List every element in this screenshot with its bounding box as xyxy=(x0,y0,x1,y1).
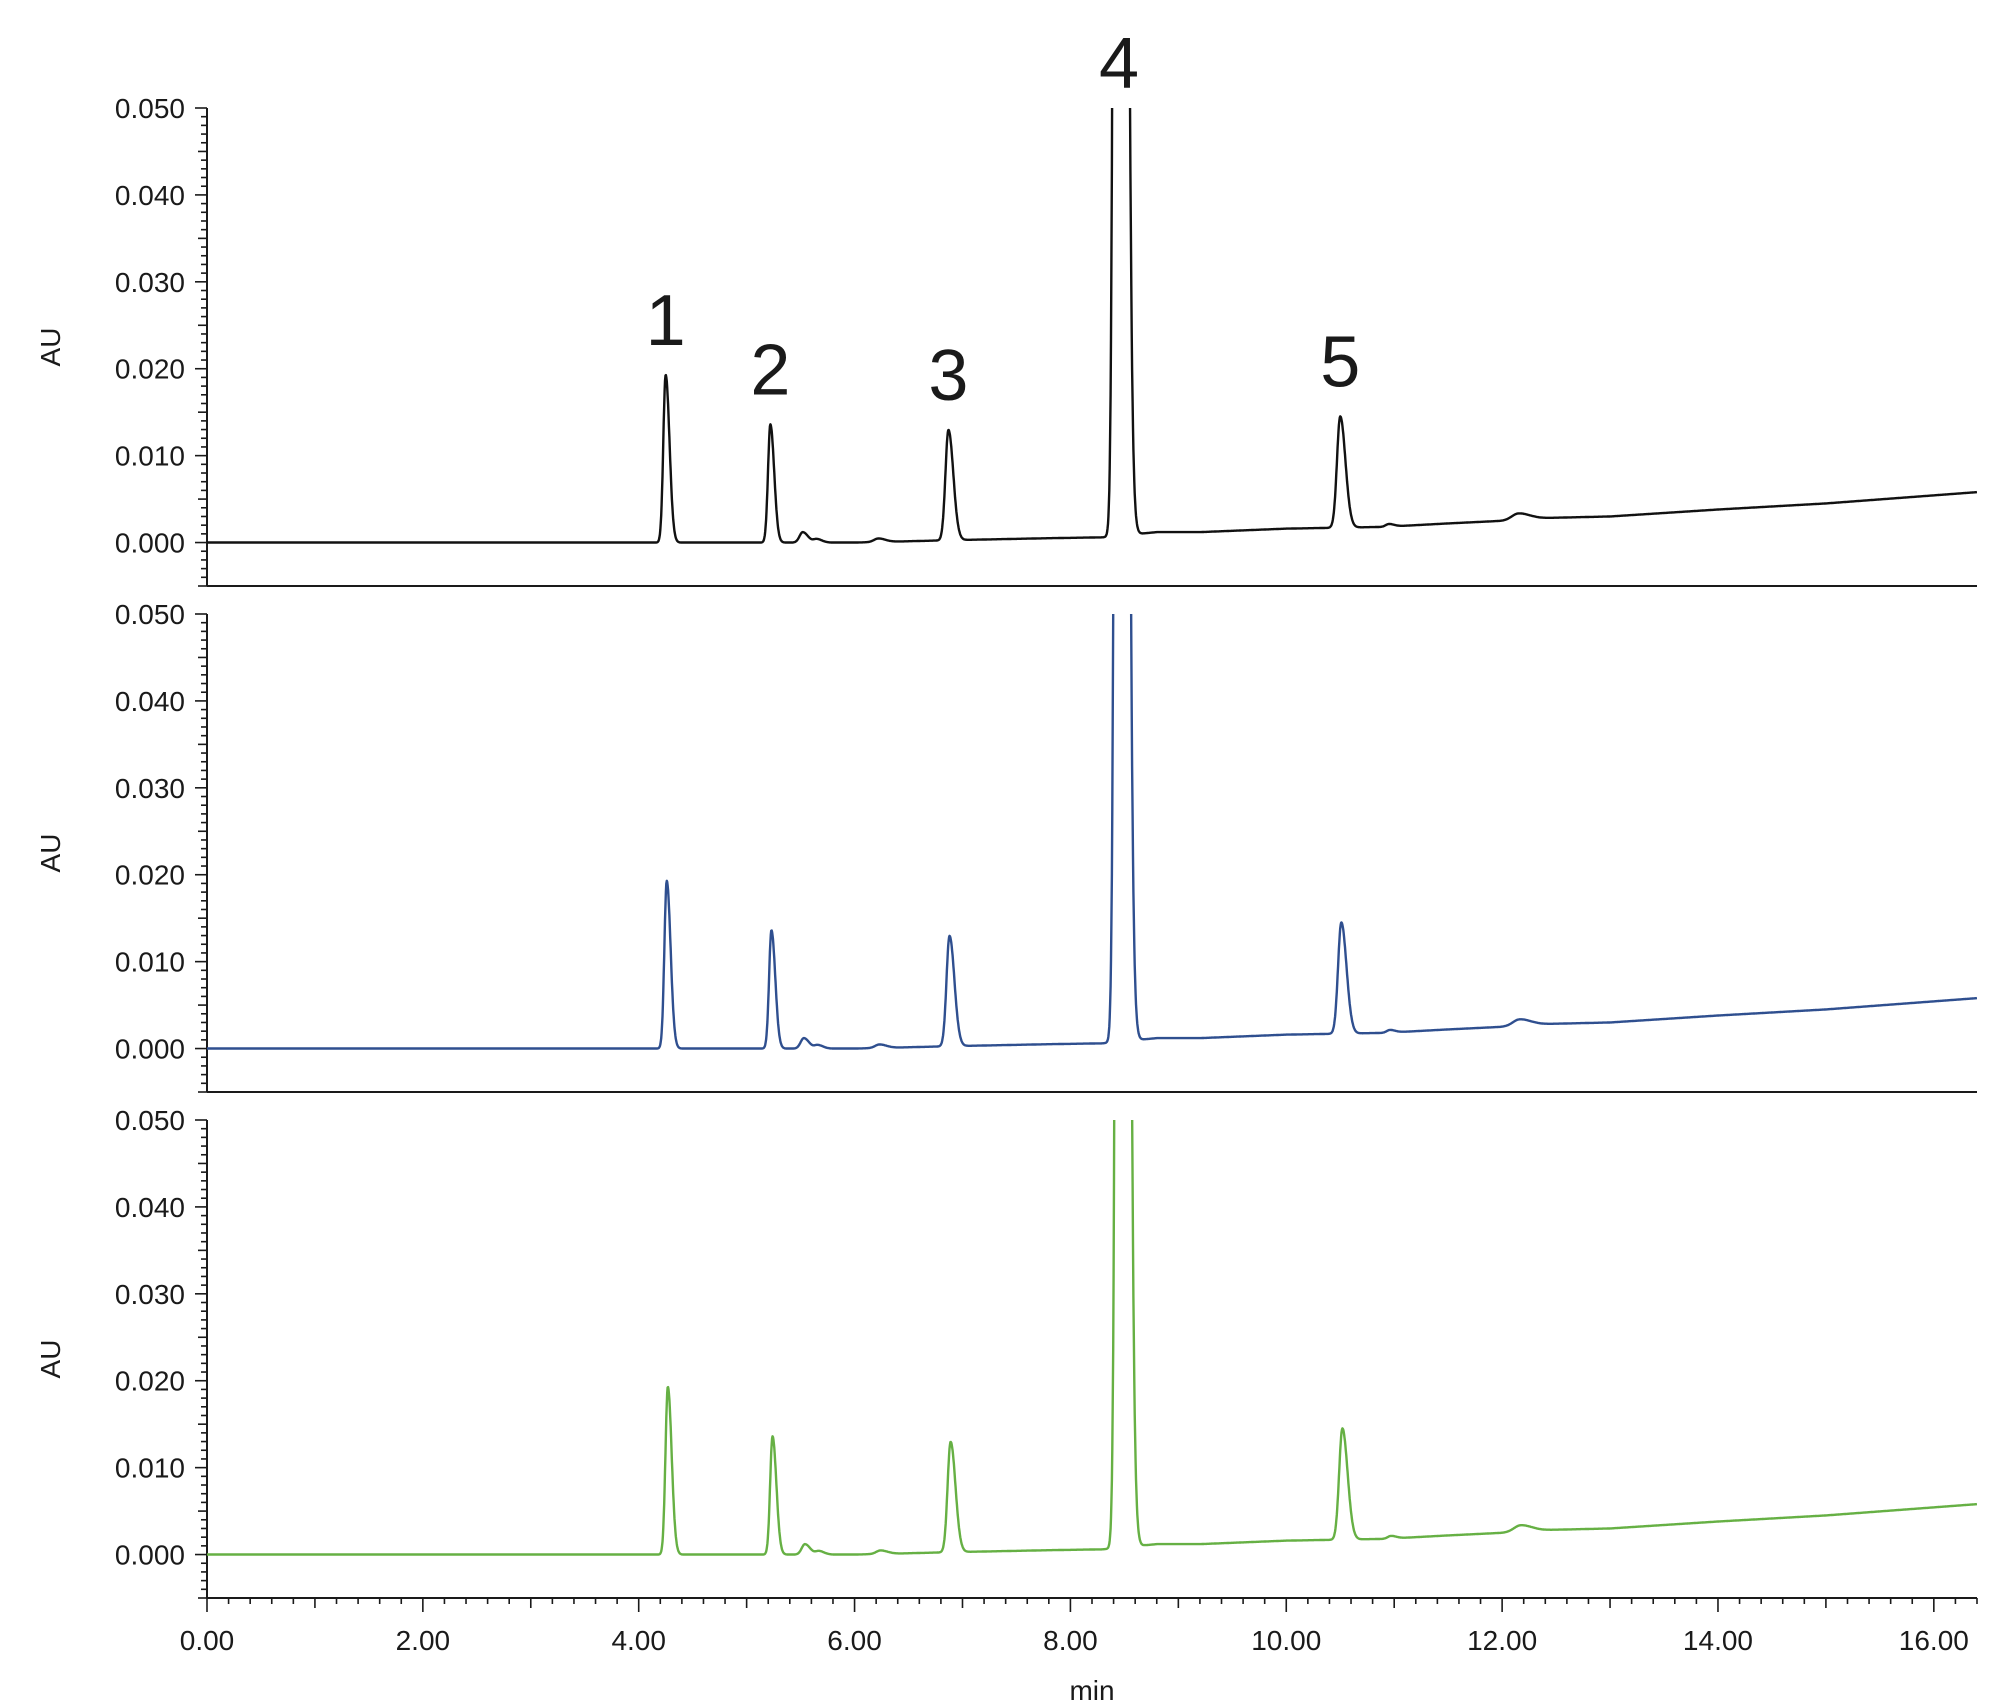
y-tick-label: 0.030 xyxy=(115,773,185,804)
y-tick-label: 0.010 xyxy=(115,1453,185,1484)
panel-2: 0.000 0.010 0.020 0.030 0.040 0.050 AU xyxy=(35,599,1977,1093)
series-trace xyxy=(207,1120,1977,1556)
peak-label: 2 xyxy=(750,330,790,410)
series-trace xyxy=(207,614,1977,1050)
x-tick-label: 6.00 xyxy=(827,1625,882,1656)
y-tick-label: 0.000 xyxy=(115,1540,185,1571)
peak-label: 5 xyxy=(1320,322,1360,402)
x-tick-label: 10.00 xyxy=(1251,1625,1321,1656)
y-axis-title: AU xyxy=(35,834,66,873)
y-tick-label: 0.050 xyxy=(115,599,185,630)
y-axis-title: AU xyxy=(35,328,66,367)
y-tick-label: 0.030 xyxy=(115,1279,185,1310)
x-tick-label: 2.00 xyxy=(396,1625,451,1656)
peak-label: 4 xyxy=(1099,24,1139,104)
y-tick-label: 0.050 xyxy=(115,93,185,124)
x-tick-label: 14.00 xyxy=(1683,1625,1753,1656)
y-tick-label: 0.020 xyxy=(115,860,185,891)
y-tick-label: 0.050 xyxy=(115,1105,185,1136)
y-tick-label: 0.040 xyxy=(115,180,185,211)
y-tick-label: 0.030 xyxy=(115,267,185,298)
x-tick-label: 0.00 xyxy=(180,1625,235,1656)
y-axis-title: AU xyxy=(35,1340,66,1379)
x-axis: 0.00 2.00 4.00 6.00 8.00 10.00 12.00 14.00 16.00 xyxy=(180,1598,1978,1656)
peak-label: 3 xyxy=(928,336,968,416)
x-tick-label: 4.00 xyxy=(611,1625,666,1656)
panel-3: 0.000 0.010 0.020 0.030 0.040 0.050 AU xyxy=(35,1105,1977,1599)
y-tick-label: 0.000 xyxy=(115,528,185,559)
y-tick-label: 0.040 xyxy=(115,1192,185,1223)
y-tick-label: 0.040 xyxy=(115,686,185,717)
y-tick-label: 0.010 xyxy=(115,441,185,472)
series-trace xyxy=(207,108,1977,544)
x-tick-label: 8.00 xyxy=(1043,1625,1098,1656)
y-tick-label: 0.020 xyxy=(115,1366,185,1397)
y-tick-label: 0.000 xyxy=(115,1034,185,1065)
x-tick-label: 16.00 xyxy=(1899,1625,1969,1656)
x-axis-title: min xyxy=(1069,1675,1114,1706)
panel-1: 0.000 0.010 0.020 0.030 0.040 0.050 AU 12 3 4 5 xyxy=(35,24,1977,587)
x-tick-label: 12.00 xyxy=(1467,1625,1537,1656)
y-tick-label: 0.020 xyxy=(115,354,185,385)
y-tick-label: 0.010 xyxy=(115,947,185,978)
peak-label: 1 xyxy=(646,281,686,361)
